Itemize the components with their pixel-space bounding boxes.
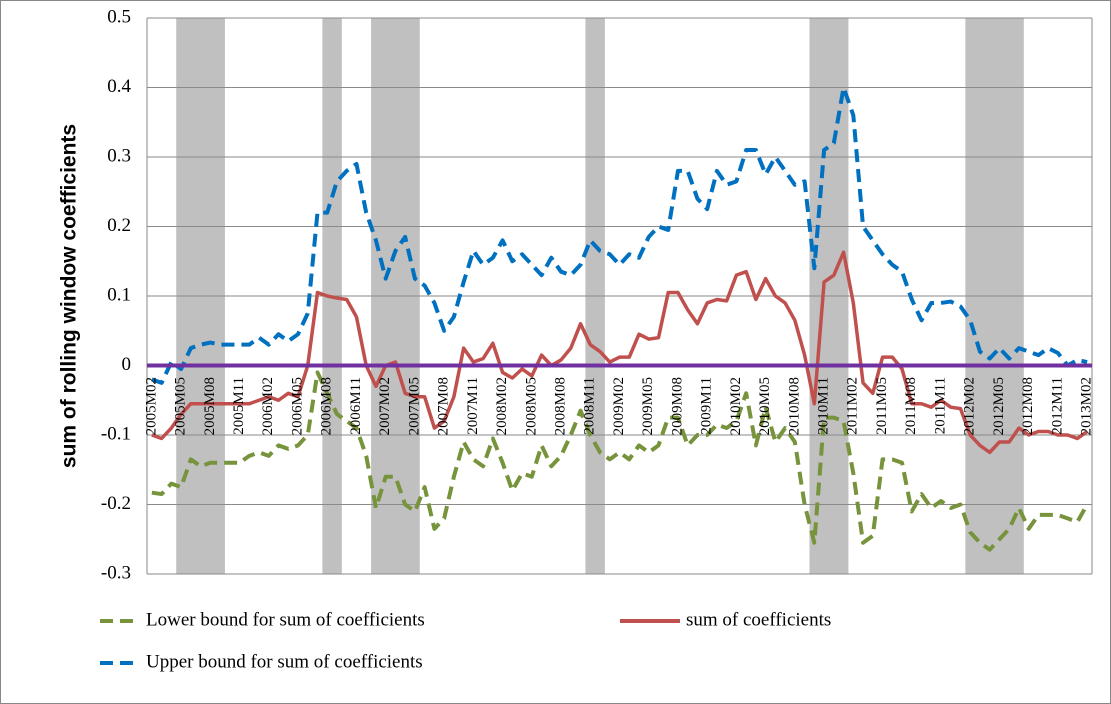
x-tick-label: 2011M11 [932,377,948,434]
x-tick-label: 2008M05 [523,377,539,435]
x-tick-label: 2012M11 [1049,377,1065,435]
x-tick-label: 2009M02 [611,377,627,435]
series-line [151,85,1088,385]
x-tick-label: 2005M02 [143,377,159,435]
x-tick-label: 2010M02 [728,377,744,435]
x-tick-label: 2009M11 [699,377,715,435]
y-tick-label: 0.1 [107,284,131,305]
x-tick-label: 2005M08 [202,377,218,435]
legend-label: sum of coefficients [686,609,831,630]
x-tick-label: 2005M11 [231,377,247,435]
x-tick-label: 2008M08 [552,377,568,435]
x-tick-label: 2012M05 [991,377,1007,435]
x-tick-label: 2012M02 [962,377,978,435]
x-tick-label: 2013M02 [1079,377,1095,435]
x-tick-label: 2011M02 [845,377,861,435]
y-tick-label: 0.3 [107,145,131,166]
y-tick-label: -0.1 [101,423,131,444]
x-tick-label: 2007M05 [406,377,422,435]
x-tick-label: 2007M11 [465,377,481,435]
y-tick-label: -0.3 [101,562,131,583]
y-tick-label: 0.2 [107,215,131,236]
y-tick-label: 0.5 [107,6,131,27]
x-tick-label: 2010M05 [757,377,773,435]
x-tick-label: 2006M11 [348,377,364,435]
x-tick-label: 2012M08 [1020,377,1036,435]
y-tick-label: 0 [122,354,132,375]
x-tick-label: 2009M08 [669,377,685,435]
legend-label: Upper bound for sum of coefficients [146,651,423,672]
y-tick-label: -0.2 [101,493,131,514]
legend-label: Lower bound for sum of coefficients [146,609,425,630]
x-tick-label: 2008M02 [494,377,510,435]
x-tick-label: 2010M08 [786,377,802,435]
x-tick-label: 2007M08 [436,377,452,435]
x-tick-label: 2010M11 [816,377,832,435]
x-tick-label: 2009M05 [640,377,656,435]
x-tick-label: 2006M08 [319,377,335,435]
x-tick-label: 2007M02 [377,377,393,435]
x-tick-label: 2006M05 [289,377,305,435]
x-tick-label: 2008M11 [582,377,598,435]
x-tick-label: 2005M05 [173,377,189,435]
x-tick-label: 2006M02 [260,377,276,435]
y-axis-label: sum of rolling window coefficients [58,124,81,468]
y-tick-label: 0.4 [107,76,131,97]
x-tick-label: 2011M08 [903,377,919,435]
x-tick-label: 2011M05 [874,377,890,435]
